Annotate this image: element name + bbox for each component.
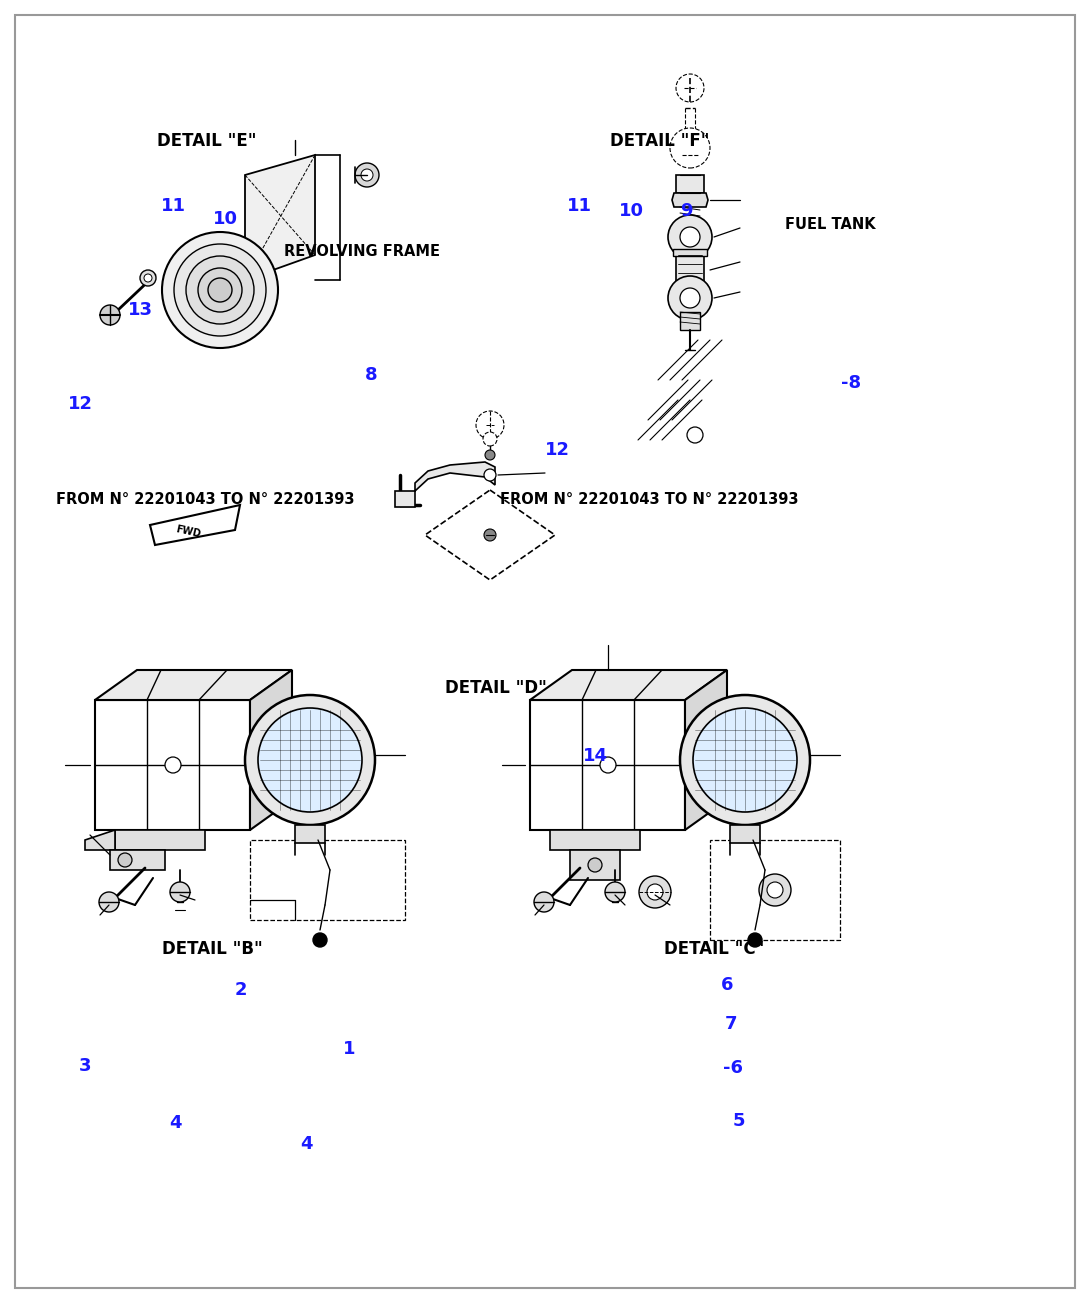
Text: 6: 6	[720, 976, 732, 994]
Circle shape	[170, 882, 190, 902]
Circle shape	[534, 893, 554, 912]
Text: DETAIL "C": DETAIL "C"	[664, 939, 764, 958]
Text: -8: -8	[841, 374, 861, 392]
Circle shape	[639, 876, 671, 908]
Circle shape	[668, 276, 712, 321]
Circle shape	[748, 933, 762, 947]
Text: 10: 10	[213, 210, 238, 228]
Text: FWD: FWD	[175, 525, 202, 539]
Circle shape	[767, 882, 783, 898]
Circle shape	[605, 882, 625, 902]
Circle shape	[100, 305, 120, 324]
Text: 3: 3	[78, 1057, 90, 1075]
Circle shape	[208, 278, 232, 302]
Text: -6: -6	[723, 1059, 742, 1078]
Bar	[95, 700, 250, 830]
Text: 9: 9	[680, 202, 692, 220]
Circle shape	[483, 433, 497, 446]
Circle shape	[485, 450, 495, 460]
Bar	[110, 850, 165, 870]
Text: DETAIL "B": DETAIL "B"	[162, 939, 263, 958]
Polygon shape	[685, 670, 727, 830]
Circle shape	[680, 694, 810, 825]
Circle shape	[165, 757, 181, 773]
Bar	[730, 825, 760, 843]
Bar	[250, 840, 405, 920]
Bar	[676, 251, 704, 287]
Circle shape	[162, 232, 278, 348]
Circle shape	[670, 128, 710, 168]
Bar	[284, 740, 310, 751]
Bar	[116, 830, 205, 850]
Circle shape	[118, 853, 132, 866]
Circle shape	[484, 529, 496, 541]
Circle shape	[680, 288, 700, 308]
Circle shape	[186, 255, 254, 324]
Bar	[295, 825, 325, 843]
Polygon shape	[530, 670, 727, 700]
Circle shape	[676, 74, 704, 102]
Polygon shape	[395, 463, 495, 507]
Circle shape	[647, 883, 663, 900]
Circle shape	[476, 410, 504, 439]
Circle shape	[355, 163, 379, 188]
Bar	[710, 840, 840, 939]
Text: 7: 7	[725, 1015, 737, 1033]
Bar	[680, 311, 700, 330]
Polygon shape	[85, 830, 116, 850]
Circle shape	[693, 708, 797, 812]
Circle shape	[99, 893, 119, 912]
Circle shape	[258, 708, 362, 812]
Text: REVOLVING FRAME: REVOLVING FRAME	[283, 244, 440, 259]
Circle shape	[245, 694, 375, 825]
Text: 2: 2	[234, 981, 246, 999]
Text: FROM N° 22201043 TO N° 22201393: FROM N° 22201043 TO N° 22201393	[56, 491, 354, 507]
Bar	[676, 175, 704, 193]
Text: 4: 4	[300, 1135, 312, 1153]
Circle shape	[198, 268, 242, 311]
Text: 11: 11	[567, 197, 592, 215]
Text: 10: 10	[619, 202, 644, 220]
Bar	[720, 740, 744, 751]
Text: 4: 4	[169, 1114, 181, 1132]
Bar	[550, 830, 640, 850]
Text: 12: 12	[68, 395, 93, 413]
Bar	[570, 850, 620, 880]
Circle shape	[174, 244, 266, 336]
Text: DETAIL "F": DETAIL "F"	[609, 132, 710, 150]
Polygon shape	[673, 193, 708, 207]
Circle shape	[687, 427, 703, 443]
Bar	[673, 284, 707, 291]
Circle shape	[600, 757, 616, 773]
Bar	[530, 700, 685, 830]
Text: DETAIL "D": DETAIL "D"	[445, 679, 547, 697]
Polygon shape	[95, 670, 292, 700]
Polygon shape	[425, 490, 555, 580]
Circle shape	[588, 857, 602, 872]
Text: 13: 13	[128, 301, 153, 319]
Text: 1: 1	[343, 1040, 355, 1058]
Circle shape	[680, 227, 700, 248]
Polygon shape	[250, 670, 292, 830]
Circle shape	[759, 874, 791, 906]
Circle shape	[313, 933, 327, 947]
Text: 8: 8	[365, 366, 378, 384]
Circle shape	[140, 270, 156, 285]
Text: 14: 14	[583, 747, 608, 765]
Bar	[673, 249, 707, 255]
Text: DETAIL "E": DETAIL "E"	[157, 132, 257, 150]
Text: 5: 5	[732, 1111, 744, 1130]
Text: 12: 12	[545, 440, 570, 459]
Text: FROM N° 22201043 TO N° 22201393: FROM N° 22201043 TO N° 22201393	[500, 491, 799, 507]
Polygon shape	[245, 155, 315, 280]
Text: FUEL TANK: FUEL TANK	[785, 216, 876, 232]
Polygon shape	[150, 506, 240, 545]
Circle shape	[144, 274, 152, 281]
Circle shape	[361, 169, 373, 181]
Text: 11: 11	[161, 197, 186, 215]
Circle shape	[484, 469, 496, 481]
Circle shape	[668, 215, 712, 259]
